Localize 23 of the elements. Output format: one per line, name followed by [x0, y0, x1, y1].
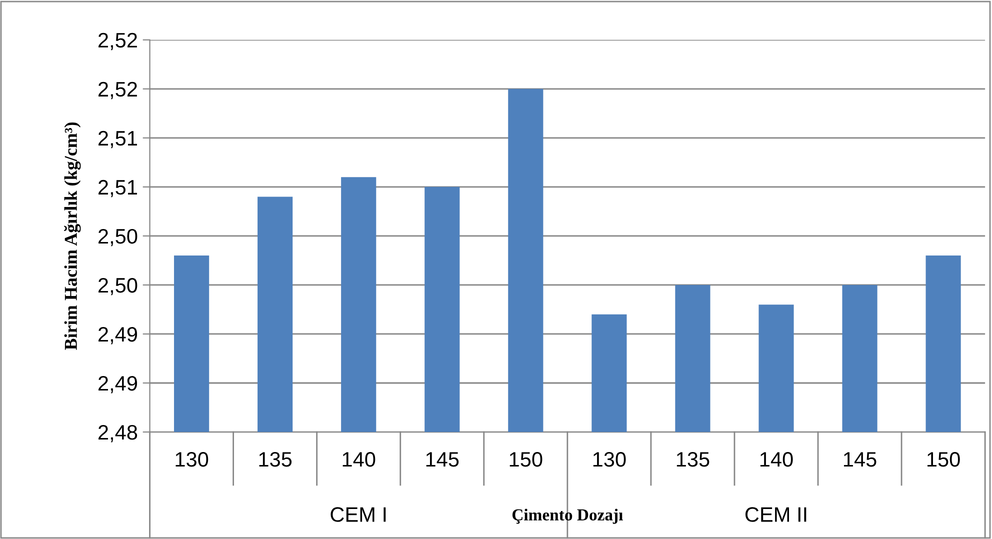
x-tick-label: 140: [342, 452, 376, 467]
x-tick-label: 140: [760, 452, 793, 467]
y-tick-label: 2,51: [98, 180, 137, 198]
y-tick-label: 2,50: [98, 278, 138, 296]
y-tick-label: 2,51: [98, 130, 137, 148]
text: CEM I: [330, 507, 386, 522]
y-tick-label: 2,52: [98, 82, 137, 100]
x-axis-title: Çimento Dozajı: [512, 508, 623, 524]
x-tick-label: 145: [426, 452, 459, 467]
y-tick-label: 2,52: [98, 32, 137, 50]
x-tick-label: 135: [259, 452, 292, 467]
text: CEM II: [745, 507, 806, 522]
x-tick-label: 150: [510, 452, 542, 467]
x-tick-label: 130: [176, 452, 208, 467]
x-tick-label: 145: [844, 452, 876, 467]
x-tick-label: 130: [593, 452, 626, 467]
y-tick-label: 2,49: [98, 376, 138, 394]
x-tick-label: 150: [928, 452, 960, 467]
y-tick-label: 2,49: [98, 326, 138, 344]
y-axis-title: Birim Hacim Ağırlık (kg/cm³): [64, 122, 81, 350]
x-tick-label: 135: [676, 452, 710, 467]
y-tick-label: 2,50: [98, 228, 138, 246]
y-tick-label: 2,48: [98, 425, 138, 442]
